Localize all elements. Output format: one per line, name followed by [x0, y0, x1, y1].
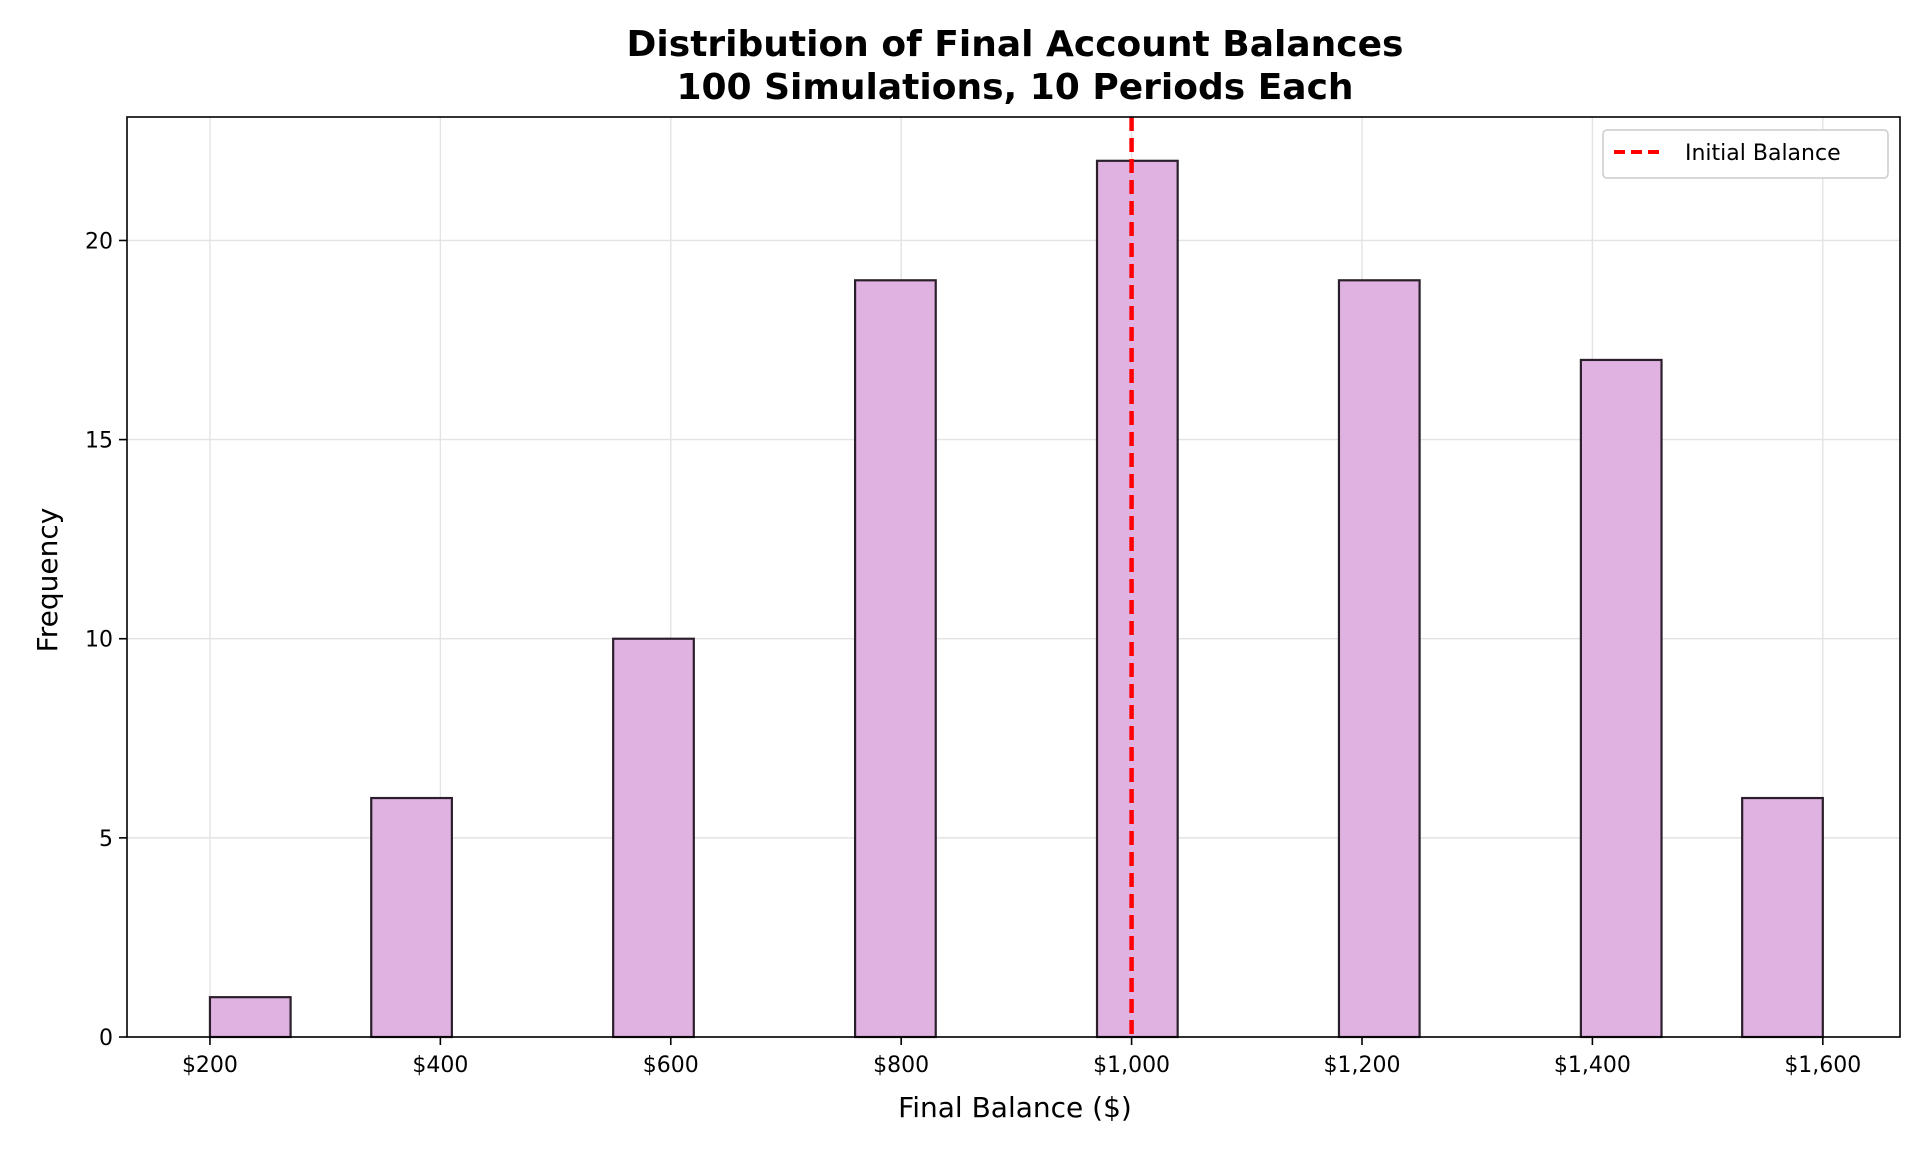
legend-box: [1602, 129, 1889, 179]
histogram-bar-7: [1741, 796, 1824, 1039]
x-tick-label-0: $200: [182, 1053, 238, 1078]
histogram-bar-0: [208, 996, 292, 1039]
histogram-bar-3: [853, 279, 937, 1039]
chart-title-line1: Distribution of Final Account Balances: [627, 24, 1404, 65]
y-tick-label-3: 15: [85, 429, 113, 454]
y-tick-label-0: 0: [99, 1026, 113, 1051]
x-tick-label-7: $1,600: [1784, 1053, 1861, 1078]
histogram-bar-5: [1337, 279, 1421, 1039]
x-tick-label-2: $600: [643, 1053, 699, 1078]
y-tick-label-1: 5: [99, 827, 113, 852]
x-axis-label: Final Balance ($): [898, 1091, 1132, 1124]
y-axis-label: Frequency: [31, 508, 64, 653]
y-tick-label-4: 20: [85, 229, 113, 254]
histogram-bar-4: [1095, 159, 1179, 1039]
histogram-bar-1: [370, 796, 453, 1039]
y-tick-label-2: 10: [85, 628, 113, 653]
x-tick-label-1: $400: [412, 1053, 468, 1078]
legend: Initial Balance: [1602, 129, 1889, 179]
x-tick-label-4: $1,000: [1093, 1053, 1170, 1078]
x-tick-label-5: $1,200: [1324, 1053, 1401, 1078]
legend-initial-balance-label: Initial Balance: [1685, 141, 1841, 166]
x-tick-label-6: $1,400: [1554, 1053, 1631, 1078]
histogram-bar-6: [1579, 358, 1663, 1039]
histogram-bar-2: [612, 637, 695, 1039]
chart-title-line2: 100 Simulations, 10 Periods Each: [676, 67, 1353, 108]
axes-frame: [126, 116, 1901, 1038]
bars: [208, 159, 1824, 1039]
ticks: $200 $400 $600 $800 $1,000 $1,200 $1,400 $1,600…: [85, 229, 1861, 1078]
x-tick-label-3: $800: [873, 1053, 929, 1078]
